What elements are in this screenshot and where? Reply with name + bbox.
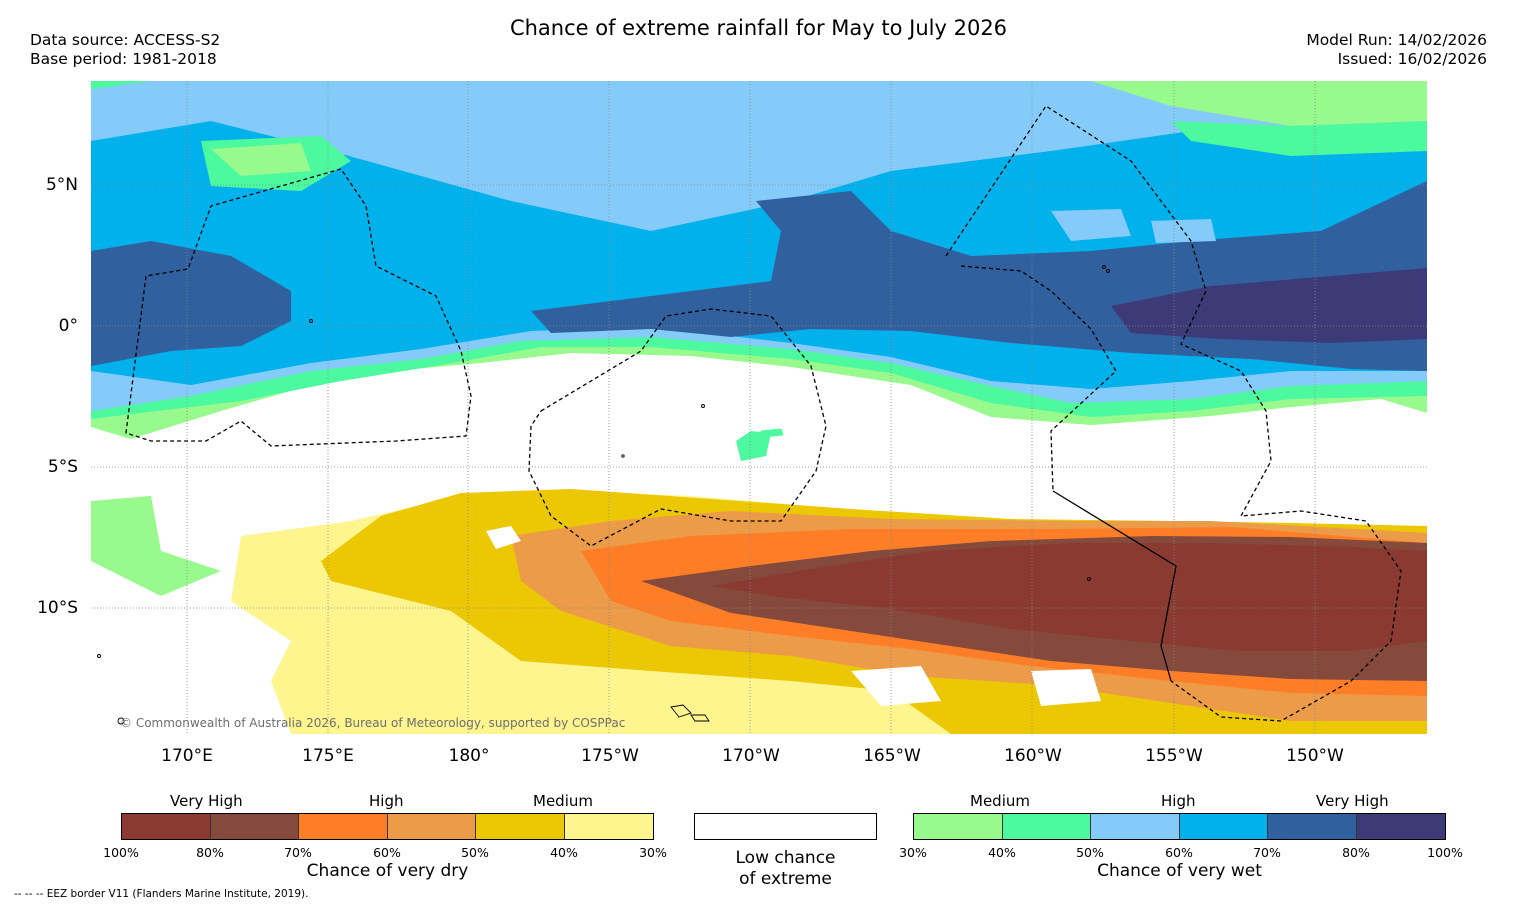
dry-tick-100: 100%	[103, 845, 139, 860]
dry-group-very-high: Very High	[170, 792, 243, 810]
lat-label-5s: 5°S	[47, 457, 78, 477]
eez-note: -- -- -- EEZ border V11 (Flanders Marine…	[14, 888, 309, 900]
dry-tick-30: 30%	[639, 845, 667, 860]
lon-label-175e: 175°E	[302, 746, 354, 766]
dry-group-high: High	[369, 792, 404, 810]
wet-tick-30: 30%	[899, 845, 927, 860]
model-run-text: Model Run: 14/02/2026	[1306, 31, 1487, 49]
wet-caption: Chance of very wet	[1097, 861, 1262, 881]
wet-tick-70: 70%	[1253, 845, 1281, 860]
lat-label-5n: 5°N	[45, 175, 78, 195]
dry-swatch-3	[299, 814, 388, 839]
data-source-text: Data source: ACCESS-S2	[30, 31, 221, 49]
wet-colorbar	[913, 813, 1446, 840]
rainfall-map	[91, 81, 1427, 734]
neutral-swatch	[695, 814, 876, 839]
lat-label-10s: 10°S	[37, 598, 78, 618]
dry-colorbar	[121, 813, 654, 840]
neutral-caption-line2: of extreme	[739, 869, 832, 889]
dry-tick-80: 80%	[196, 845, 224, 860]
dry-tick-70: 70%	[284, 845, 312, 860]
wet-tick-50: 50%	[1076, 845, 1104, 860]
dry-hole-white	[486, 526, 521, 549]
copyright-text: © Commonwealth of Australia 2026, Bureau…	[120, 716, 626, 730]
dry-caption: Chance of very dry	[306, 861, 469, 881]
graticule	[91, 81, 1427, 734]
lon-label-155w: 155°W	[1145, 746, 1203, 766]
wet-tick-100: 100%	[1427, 845, 1463, 860]
wet-patch-sw-green	[91, 496, 221, 596]
wet-patch-small	[736, 431, 771, 461]
map-title: Chance of extreme rainfall for May to Ju…	[509, 16, 1008, 40]
dry-swatch-6	[565, 814, 653, 839]
wet-band-very-high	[91, 241, 291, 366]
base-period-text: Base period: 1981-2018	[30, 50, 217, 68]
wet-patch-lightgreen	[211, 143, 311, 176]
dry-swatch-4	[388, 814, 476, 839]
neutral-caption: Low chance of extreme	[694, 848, 877, 890]
wet-swatch-1	[914, 814, 1003, 839]
wet-patch-light	[1051, 209, 1131, 241]
wet-group-medium: Medium	[970, 792, 1030, 810]
eez-border-solid	[1052, 490, 1177, 682]
wet-group-very-high: Very High	[1316, 792, 1389, 810]
map-canvas	[91, 81, 1427, 734]
dry-hole-white-3	[1031, 669, 1101, 706]
metadata-right: Model Run: 14/02/2026 Issued: 16/02/2026	[1306, 31, 1487, 69]
dry-band-extreme	[711, 543, 1427, 651]
dry-tick-50: 50%	[461, 845, 489, 860]
dry-group-medium: Medium	[533, 792, 593, 810]
wet-tick-40: 40%	[988, 845, 1016, 860]
dry-tick-40: 40%	[550, 845, 578, 860]
wet-group-high: High	[1161, 792, 1196, 810]
dry-tick-60: 60%	[373, 845, 401, 860]
lon-label-160w: 160°W	[1004, 746, 1062, 766]
lon-label-165w: 165°W	[863, 746, 921, 766]
lon-label-180: 180°	[448, 746, 490, 766]
lon-label-170w: 170°W	[722, 746, 780, 766]
dry-swatch-1	[122, 814, 211, 839]
neutral-colorbar	[694, 813, 877, 840]
lon-label-170e: 170°E	[161, 746, 213, 766]
neutral-caption-line1: Low chance	[735, 848, 836, 868]
wet-swatch-3	[1091, 814, 1180, 839]
wet-patch-top-2	[1171, 121, 1427, 156]
wet-patch-light-2	[1151, 219, 1216, 243]
dry-swatch-5	[476, 814, 565, 839]
issued-text: Issued: 16/02/2026	[1337, 50, 1487, 68]
wet-swatch-6	[1357, 814, 1445, 839]
wet-swatch-5	[1268, 814, 1357, 839]
dry-swatch-2	[211, 814, 299, 839]
wet-swatch-2	[1003, 814, 1091, 839]
eez-borders	[125, 105, 1402, 722]
metadata-left: Data source: ACCESS-S2 Base period: 1981…	[30, 31, 220, 69]
wet-swatch-4	[1180, 814, 1268, 839]
wet-tick-80: 80%	[1342, 845, 1370, 860]
wet-patch-top	[1091, 81, 1427, 126]
lon-label-150w: 150°W	[1286, 746, 1344, 766]
wet-tick-60: 60%	[1165, 845, 1193, 860]
dry-hole-white-2	[851, 666, 941, 706]
lon-label-175w: 175°W	[581, 746, 639, 766]
lat-label-0: 0°	[58, 316, 78, 336]
islands	[97, 265, 1110, 725]
